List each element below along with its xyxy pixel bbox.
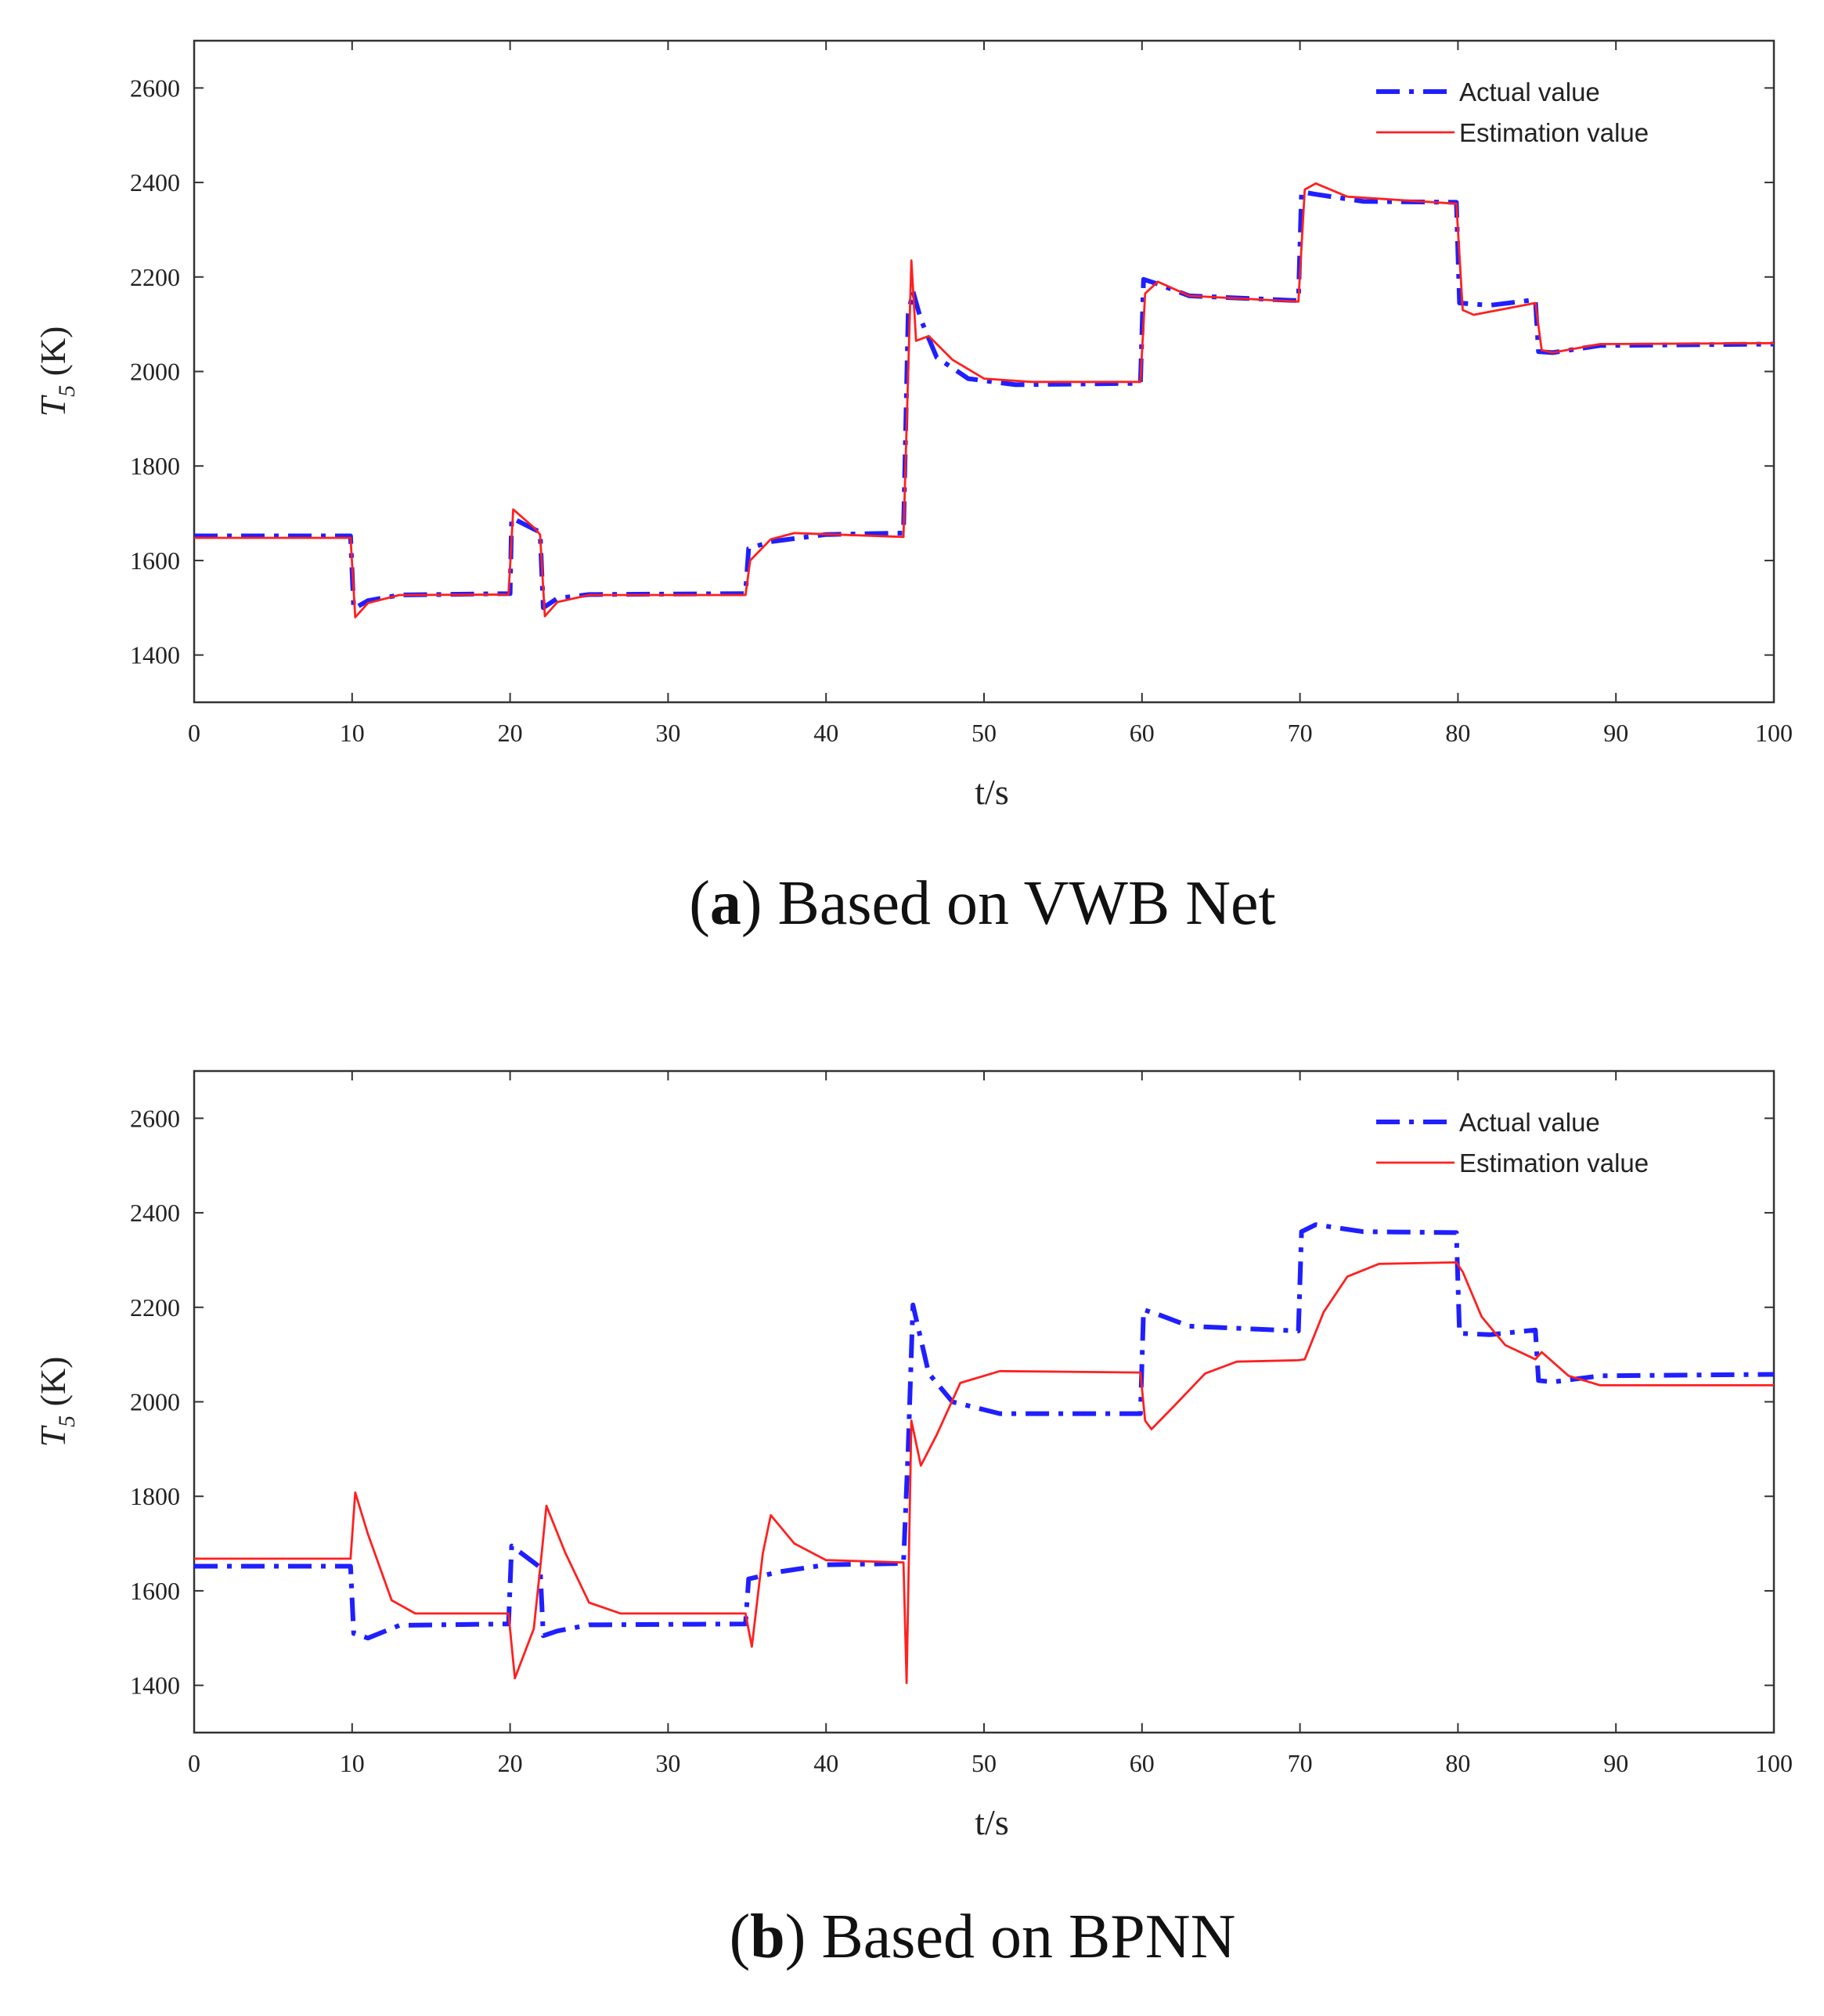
y-tick-label: 2200 (130, 1293, 180, 1322)
x-tick-label: 70 (1288, 1749, 1313, 1777)
x-tick-label: 30 (655, 1749, 680, 1777)
caption-text: Based on BPNN (806, 1902, 1235, 1971)
series-line-actual (194, 1222, 1774, 1641)
y-tick-label: 2400 (130, 1199, 180, 1227)
x-tick-label: 40 (813, 1749, 838, 1777)
x-tick-label: 50 (971, 719, 997, 747)
caption-open: ( (730, 1902, 751, 1971)
legend-label-actual: Actual value (1459, 1108, 1600, 1137)
series-line-estimation (194, 182, 1774, 619)
x-tick-label: 0 (188, 1749, 200, 1777)
x-tick-label: 10 (340, 719, 365, 747)
x-tick-label: 80 (1445, 719, 1470, 747)
x-tick-label: 60 (1130, 1749, 1155, 1777)
x-tick-label: 20 (498, 1749, 523, 1777)
y-label-subscript: 5 (54, 385, 80, 397)
x-tick-label: 70 (1288, 719, 1313, 747)
x-tick-label: 10 (340, 1749, 365, 1777)
y-label-symbol: T (33, 1424, 73, 1447)
legend-label-actual: Actual value (1459, 78, 1600, 106)
y-tick-label: 1800 (130, 452, 180, 480)
caption-close: ) (741, 869, 762, 938)
series-line-actual (194, 189, 1774, 611)
y-tick-label: 2000 (130, 1388, 180, 1416)
x-tick-label: 100 (1755, 1749, 1793, 1777)
legend-label-estimation: Estimation value (1459, 1149, 1649, 1178)
x-tick-label: 80 (1445, 1749, 1470, 1777)
y-axis-label: T5 (K) (33, 1357, 80, 1448)
y-label-unit: (K) (33, 326, 73, 385)
caption-panel-letter: a (710, 869, 741, 938)
caption-panel-letter: b (750, 1902, 785, 1971)
y-label-symbol: T (33, 394, 73, 417)
x-tick-label: 30 (655, 719, 680, 747)
y-axis-label: T5 (K) (33, 326, 80, 417)
y-tick-label: 2400 (130, 168, 180, 197)
y-tick-label: 2600 (130, 74, 180, 102)
series-line-estimation (194, 1261, 1774, 1684)
y-label-subscript: 5 (54, 1416, 80, 1427)
caption-open: ( (689, 869, 710, 938)
x-tick-label: 50 (971, 1749, 997, 1777)
legend-label-estimation: Estimation value (1459, 118, 1649, 147)
y-tick-label: 1400 (130, 641, 180, 669)
y-tick-label: 2200 (130, 263, 180, 291)
x-tick-label: 90 (1603, 1749, 1628, 1777)
caption-close: ) (785, 1902, 806, 1971)
panel-caption: (b) Based on BPNN (730, 1902, 1236, 1971)
y-tick-label: 1800 (130, 1482, 180, 1510)
chart-panel-b: 0 10 20 30 40 50 60 70 80 90 100 1400 1600 1800 2000 22… (33, 1069, 1793, 1971)
x-axis-label: t/s (975, 1802, 1008, 1842)
x-tick-label: 100 (1755, 719, 1793, 747)
panel-caption: (a) Based on VWB Net (689, 869, 1276, 938)
y-tick-label: 2000 (130, 358, 180, 386)
y-tick-label: 1600 (130, 1577, 180, 1605)
x-tick-label: 0 (188, 719, 200, 747)
x-axis-label: t/s (975, 772, 1008, 812)
y-tick-label: 2600 (130, 1104, 180, 1132)
x-tick-label: 40 (813, 719, 838, 747)
x-tick-label: 90 (1603, 719, 1628, 747)
x-tick-label: 20 (498, 719, 523, 747)
y-label-unit: (K) (33, 1357, 73, 1416)
caption-text: Based on VWB Net (762, 869, 1276, 938)
y-tick-label: 1600 (130, 546, 180, 575)
x-tick-label: 60 (1130, 719, 1155, 747)
chart-panel-a: 0 10 20 30 40 50 60 70 80 90 100 1400 1600 1800 2000 22… (33, 39, 1793, 938)
y-tick-label: 1400 (130, 1672, 180, 1700)
